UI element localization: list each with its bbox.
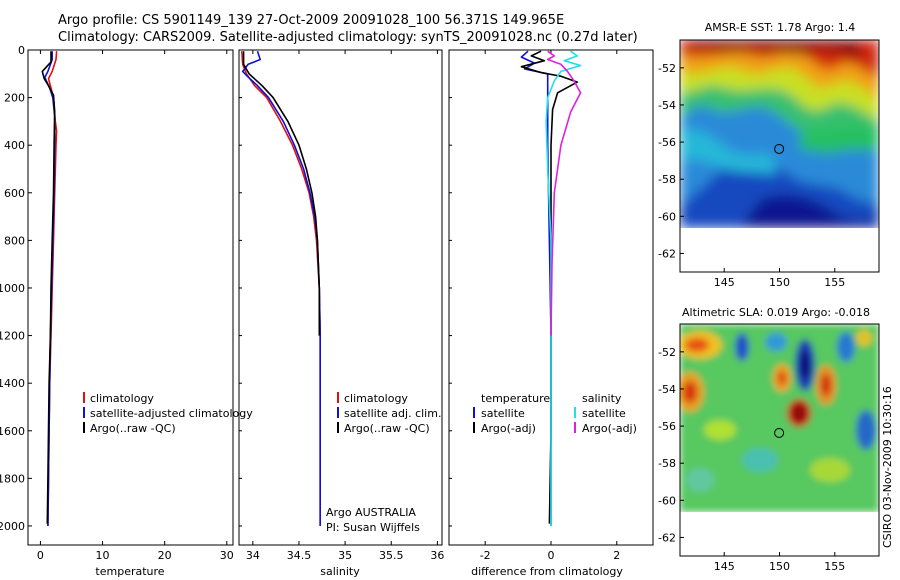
difference-axis-label: difference from climatology <box>471 565 623 578</box>
map-y-tick-label: -52 <box>658 62 676 75</box>
x-tick-label: 0 <box>548 549 555 562</box>
map-y-tick-label: -62 <box>658 531 676 544</box>
legend-label-climatology: climatology <box>344 392 408 405</box>
x-tick-label: 35.5 <box>379 549 404 562</box>
legend-label-temp-satellite: satellite <box>481 407 525 420</box>
x-tick-label: 30 <box>220 549 234 562</box>
salinity-x-ticks: 34 34.5 35 35.5 36 <box>239 49 444 562</box>
y-tick-label: 600 <box>4 187 25 200</box>
map-y-tick-label: -60 <box>658 494 676 507</box>
map-y-tick-label: -62 <box>658 247 676 260</box>
y-tick-label: 0 <box>18 44 25 57</box>
series-line-argo-raw-qc <box>41 51 56 524</box>
y-tick-label: 400 <box>4 139 25 152</box>
map-x-tick-label: 145 <box>714 560 735 573</box>
csiro-credit: CSIRO 03-Nov-2009 10:30:16 <box>881 386 894 548</box>
legend-label-sal-satellite: satellite <box>582 407 626 420</box>
legend-header-temperature: temperature <box>481 392 550 405</box>
sst-map-x-ticks: 145 150 155 <box>714 268 845 289</box>
x-tick-label: 36 <box>430 549 444 562</box>
legend-header-salinity: salinity <box>582 392 622 405</box>
series-line-temperature-argo-adj <box>520 50 579 524</box>
x-tick-label: 34 <box>246 549 260 562</box>
salinity-panel-frame <box>238 49 443 546</box>
y-tick-label: 1600 <box>0 425 25 438</box>
map-y-tick-label: -56 <box>658 420 676 433</box>
y-tick-label: 200 <box>4 92 25 105</box>
series-line-satellite-adjusted-climatology <box>43 51 56 527</box>
x-tick-label: 35 <box>338 549 352 562</box>
sla-heatmap <box>680 324 879 512</box>
temperature-x-ticks: 0 10 20 30 <box>37 50 234 562</box>
temperature-panel-frame <box>27 49 234 546</box>
x-tick-label: 10 <box>96 549 110 562</box>
map-y-tick-label: -54 <box>658 99 676 112</box>
salinity-axis-label: salinity <box>320 565 360 578</box>
salinity-series <box>241 50 322 526</box>
legend-label-argo: Argo(..raw -QC) <box>90 422 176 435</box>
y-tick-label: 1400 <box>0 377 25 390</box>
sla-argo-marker <box>774 427 785 438</box>
sst-argo-marker <box>774 143 785 154</box>
figure-title-line1: Argo profile: CS 5901149_139 27-Oct-2009… <box>58 13 564 28</box>
salinity-legend: climatology satellite adj. clim. Argo(..… <box>337 392 441 435</box>
figure-title-line2: Climatology: CARS2009. Satellite-adjuste… <box>58 30 638 45</box>
x-tick-label: -2 <box>480 549 491 562</box>
y-tick-label: 2000 <box>0 520 25 533</box>
map-y-tick-label: -56 <box>658 136 676 149</box>
map-y-tick-label: -60 <box>658 210 676 223</box>
argo-australia-label: Argo AUSTRALIA <box>326 506 416 519</box>
sla-map-y-ticks: -52 -54 -56 -58 -60 -62 <box>658 346 684 544</box>
map-x-tick-label: 155 <box>824 560 845 573</box>
x-tick-label: 2 <box>613 549 620 562</box>
series-line-salinity-argo-adj <box>546 50 582 336</box>
series-line-argo-raw-qc <box>242 51 321 336</box>
temperature-axis-label: temperature <box>95 565 164 578</box>
x-tick-label: 34.5 <box>287 549 312 562</box>
map-x-tick-label: 155 <box>824 276 845 289</box>
series-line-climatology <box>241 51 322 526</box>
sst-heatmap <box>680 40 879 228</box>
legend-label-satellite: satellite adj. clim. <box>344 407 441 420</box>
difference-legend: temperature satellite Argo(-adj) salinit… <box>473 392 637 435</box>
x-tick-label: 20 <box>158 549 172 562</box>
legend-label-climatology: climatology <box>90 392 154 405</box>
legend-label-sal-argo: Argo(-adj) <box>582 422 637 435</box>
temperature-legend: climatology satellite-adjusted climatolo… <box>83 392 253 435</box>
map-x-tick-label: 145 <box>714 276 735 289</box>
pi-label: PI: Susan Wijffels <box>326 521 420 534</box>
y-tick-label: 800 <box>4 234 25 247</box>
y-tick-label: 1800 <box>0 472 25 485</box>
map-x-tick-label: 150 <box>769 560 790 573</box>
difference-x-ticks: -2 0 2 <box>449 49 620 562</box>
legend-label-temp-argo: Argo(-adj) <box>481 422 536 435</box>
map-y-tick-label: -52 <box>658 346 676 359</box>
y-tick-label: 1000 <box>0 282 25 295</box>
map-y-tick-label: -54 <box>658 383 676 396</box>
map-y-tick-label: -58 <box>658 457 676 470</box>
temperature-depth-ticks: 0 200 400 600 800 1000 1200 1400 1600 1800 2000 <box>0 44 32 533</box>
sst-map-y-ticks: -52 -54 -56 -58 -60 -62 <box>658 62 684 260</box>
legend-label-argo: Argo(..raw -QC) <box>344 422 430 435</box>
sst-map-title: AMSR-E SST: 1.78 Argo: 1.4 <box>705 21 856 34</box>
y-tick-label: 1200 <box>0 330 25 343</box>
sla-map-x-ticks: 145 150 155 <box>714 552 845 573</box>
map-y-tick-label: -58 <box>658 173 676 186</box>
difference-series <box>520 50 582 526</box>
map-x-tick-label: 150 <box>769 276 790 289</box>
temperature-series <box>41 51 58 527</box>
legend-label-satellite: satellite-adjusted climatology <box>90 407 253 420</box>
x-tick-label: 0 <box>37 549 44 562</box>
sla-map-title: Altimetric SLA: 0.019 Argo: -0.018 <box>682 306 870 319</box>
